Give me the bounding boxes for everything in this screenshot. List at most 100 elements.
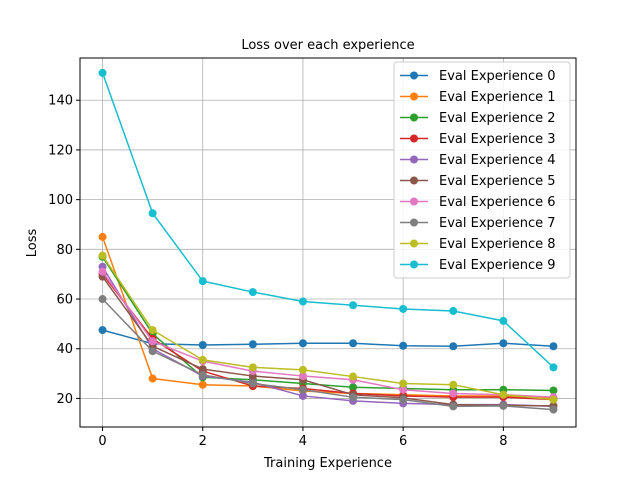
legend-marker: [410, 134, 418, 143]
data-point: [298, 297, 307, 306]
legend-item: Eval Experience 0: [400, 69, 556, 84]
legend-item: Eval Experience 6: [400, 195, 556, 210]
x-axis: 0 2 4 6 8: [98, 427, 507, 449]
data-point: [349, 383, 358, 392]
y-tick-label: 140: [48, 94, 73, 109]
legend-label: Eval Experience 4: [439, 153, 556, 168]
data-point: [499, 339, 508, 348]
x-axis-label: Training Experience: [263, 456, 392, 471]
data-point: [98, 68, 107, 77]
legend-item: Eval Experience 7: [400, 216, 556, 231]
data-point: [399, 341, 408, 350]
data-point: [349, 301, 358, 310]
series-line: [101, 72, 554, 368]
series-layer: [98, 68, 558, 414]
data-point: [499, 390, 508, 399]
data-point: [148, 326, 157, 335]
data-point: [499, 316, 508, 325]
series-8: [98, 251, 558, 404]
data-point: [399, 395, 408, 404]
data-point: [148, 337, 157, 346]
data-point: [298, 372, 307, 381]
data-point: [298, 391, 307, 400]
legend-marker: [410, 155, 418, 164]
data-point: [349, 372, 358, 381]
legend-label: Eval Experience 2: [439, 111, 556, 126]
y-tick-label: 120: [48, 143, 73, 158]
series-line: [101, 255, 554, 401]
data-point: [248, 340, 257, 349]
series-4: [98, 262, 558, 411]
x-tick-label: 6: [399, 434, 407, 449]
legend-item: Eval Experience 2: [400, 111, 556, 126]
legend-marker: [410, 113, 418, 122]
data-point: [549, 363, 558, 372]
series-6: [98, 267, 558, 402]
data-point: [549, 405, 558, 414]
legend-label: Eval Experience 3: [439, 132, 556, 147]
series-3: [98, 270, 558, 404]
data-point: [499, 401, 508, 410]
data-point: [98, 251, 107, 260]
series-line: [101, 273, 554, 401]
legend-label: Eval Experience 6: [439, 195, 556, 210]
data-point: [198, 355, 207, 364]
legend-item: Eval Experience 8: [400, 237, 556, 252]
legend-marker: [410, 260, 418, 269]
data-point: [399, 379, 408, 388]
legend-label: Eval Experience 5: [439, 174, 556, 189]
legend-marker: [410, 197, 418, 206]
series-line: [102, 298, 554, 411]
data-point: [98, 295, 107, 304]
legend: Eval Experience 0 Eval Experience 1 Eval E…: [393, 61, 571, 279]
legend-item: Eval Experience 5: [400, 174, 556, 189]
data-point: [148, 347, 157, 356]
data-point: [298, 385, 307, 394]
data-point: [349, 393, 358, 402]
data-point: [198, 370, 207, 379]
data-point: [449, 402, 458, 411]
data-point: [449, 389, 458, 398]
data-point: [248, 379, 257, 388]
data-point: [98, 267, 107, 276]
data-point: [449, 380, 458, 389]
data-point: [198, 277, 207, 286]
legend-marker: [410, 176, 418, 185]
data-point: [98, 232, 107, 241]
data-point: [148, 209, 157, 218]
series-line: [101, 236, 554, 400]
legend-label: Eval Experience 0: [439, 69, 556, 84]
x-tick-label: 4: [299, 434, 307, 449]
legend-marker: [410, 239, 418, 248]
legend-item: Eval Experience 9: [400, 258, 556, 273]
y-axis-label: Loss: [25, 229, 40, 258]
legend-label: Eval Experience 1: [439, 90, 556, 105]
legend-marker: [410, 218, 418, 227]
series-line: [101, 276, 554, 407]
data-point: [198, 341, 207, 349]
data-point: [298, 365, 307, 374]
data-point: [248, 288, 257, 297]
y-tick-label: 80: [56, 243, 73, 258]
data-point: [198, 380, 207, 389]
data-point: [399, 304, 408, 313]
data-point: [298, 339, 307, 348]
data-point: [549, 386, 558, 395]
plot-frame: [79, 57, 577, 428]
x-tick-label: 0: [98, 434, 106, 449]
legend-label: Eval Experience 8: [439, 237, 556, 252]
legend-marker: [410, 71, 418, 80]
y-tick-label: 100: [48, 193, 73, 208]
data-point: [399, 385, 408, 394]
data-point: [98, 326, 107, 335]
y-tick-label: 60: [56, 293, 73, 308]
data-point: [549, 395, 558, 404]
series-7: [98, 295, 558, 414]
legend-marker: [410, 92, 418, 101]
y-axis: 20 40 60 80 100 120 140: [48, 94, 80, 407]
data-point: [449, 306, 458, 315]
data-point: [349, 339, 358, 348]
data-point: [449, 342, 458, 351]
data-point: [549, 342, 558, 351]
